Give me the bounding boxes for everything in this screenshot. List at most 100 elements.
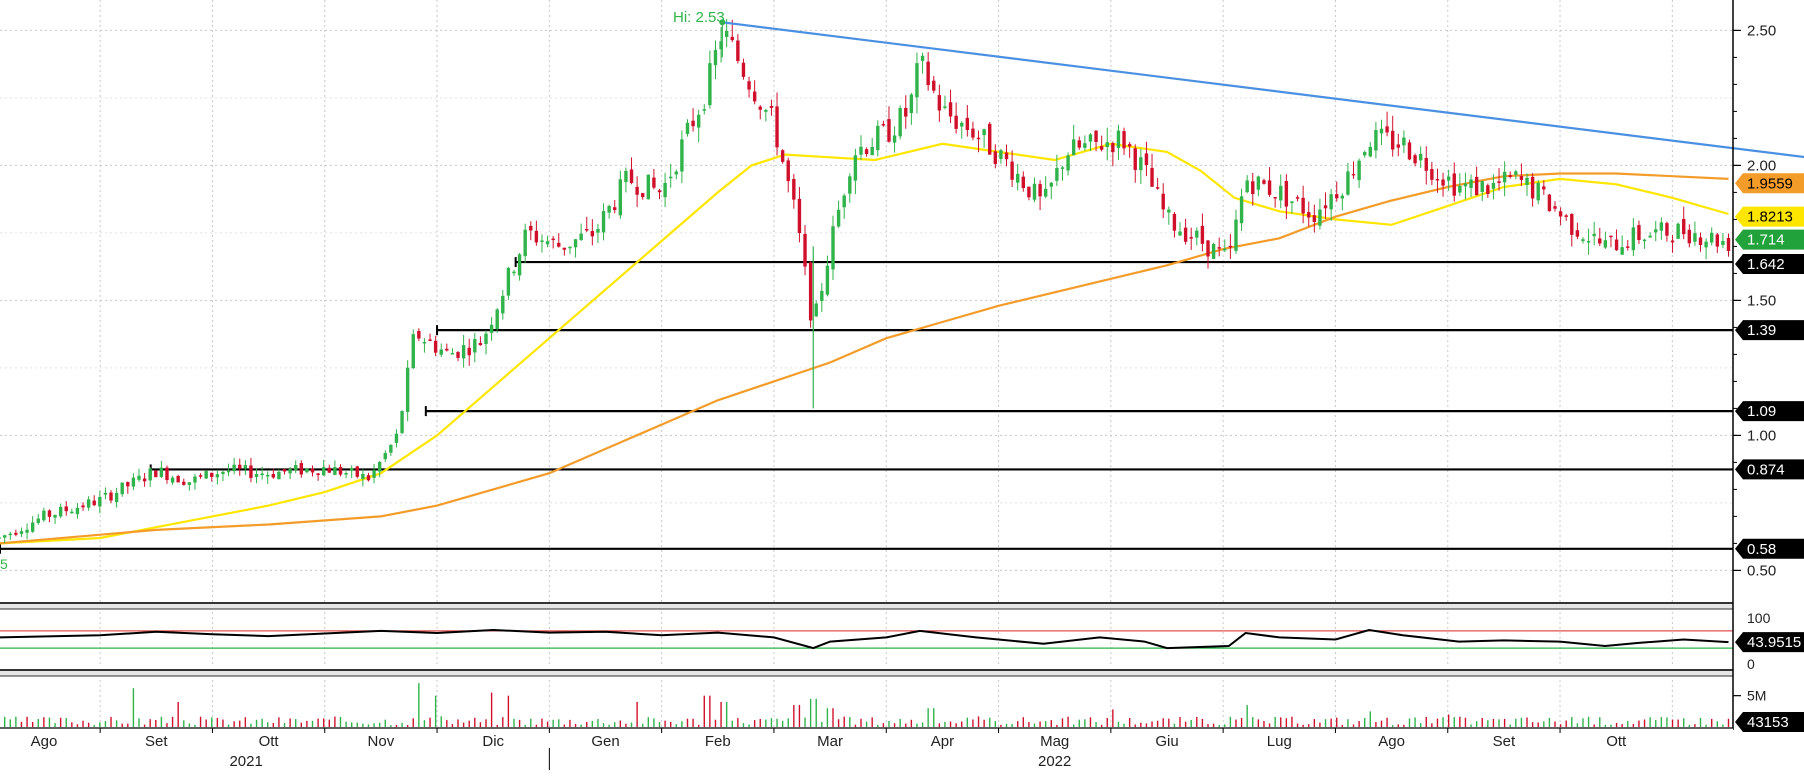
candle-body: [909, 94, 914, 114]
candle-body: [1335, 194, 1339, 199]
candle-body: [1016, 173, 1020, 183]
candle-body: [971, 128, 975, 138]
candle-body: [243, 465, 248, 469]
candle-body: [1301, 197, 1305, 214]
candle-body: [461, 345, 466, 359]
candle-body: [870, 146, 874, 156]
candle-body: [1363, 152, 1367, 156]
candle-body: [842, 195, 846, 208]
candle-body: [433, 340, 438, 353]
candle-body: [529, 225, 533, 231]
candle-body: [892, 135, 897, 143]
candle-body: [1463, 183, 1468, 187]
candle-body: [1514, 171, 1518, 175]
hi-marker: [719, 19, 726, 26]
candle-body: [1038, 184, 1042, 197]
y-tick-label: 2.50: [1747, 22, 1776, 39]
candle-body: [691, 120, 695, 127]
candle-body: [960, 122, 964, 127]
candle-body: [333, 467, 337, 475]
candle-body: [1715, 234, 1720, 247]
candle-body: [618, 179, 623, 216]
candle-body: [1721, 241, 1725, 245]
month-label: Lug: [1267, 733, 1292, 750]
candle-body: [663, 182, 667, 198]
candle-body: [1279, 185, 1283, 201]
volume-value-badge: 43153: [1747, 714, 1789, 731]
candle-body: [1043, 188, 1048, 197]
month-label: Dic: [482, 733, 504, 750]
y-tick-label: 1.00: [1747, 427, 1776, 444]
candle-body: [30, 522, 35, 532]
candle-body: [1396, 144, 1400, 148]
candle-body: [266, 474, 270, 477]
candle-body: [377, 462, 382, 472]
candle-body: [624, 170, 628, 183]
candle-body: [42, 510, 46, 521]
candle-body: [1228, 245, 1233, 248]
candle-body: [808, 262, 813, 321]
month-label: Ago: [31, 733, 58, 750]
candle-body: [836, 209, 841, 227]
candle-body: [848, 176, 852, 194]
candle-body: [864, 149, 869, 155]
candle-body: [1603, 240, 1608, 248]
candle-body: [1704, 241, 1708, 248]
candle-body: [1346, 171, 1350, 195]
candle-body: [288, 468, 292, 474]
candle-body: [445, 348, 449, 351]
candle-body: [792, 178, 796, 200]
candle-body: [411, 334, 415, 369]
candle-body: [568, 246, 572, 249]
candle-body: [741, 62, 746, 77]
resistance-trendline: [722, 21, 1804, 159]
candle-body: [752, 91, 757, 102]
candle-body: [170, 477, 175, 483]
candle-body: [1111, 142, 1115, 153]
candle-body: [19, 531, 24, 534]
candle-body: [501, 295, 505, 314]
candle-body: [557, 242, 561, 247]
candle-body: [1223, 248, 1227, 251]
candle-body: [915, 63, 919, 98]
volume-panel: [3, 683, 1730, 727]
candle-body: [1172, 213, 1177, 231]
candle-body: [993, 151, 998, 164]
candle-body: [904, 107, 908, 117]
candle-body: [383, 453, 387, 460]
candle-body: [249, 465, 253, 478]
candle-body: [696, 114, 701, 128]
candle-body: [321, 467, 326, 476]
candle-body: [294, 464, 298, 471]
candle-body: [1553, 206, 1557, 209]
candle-body: [1183, 227, 1188, 242]
candle-body: [708, 63, 712, 106]
candle-body: [926, 61, 930, 86]
candle-body: [260, 473, 264, 476]
candle-body: [1234, 219, 1238, 251]
candle-body: [109, 492, 113, 501]
candle-body: [1441, 179, 1445, 186]
candle-body: [92, 500, 96, 506]
candle-body: [1284, 180, 1289, 207]
candle-body: [976, 137, 981, 140]
candle-body: [1066, 155, 1070, 171]
candle-body: [1575, 230, 1580, 237]
candle-body: [1452, 173, 1456, 196]
candle-body: [1424, 157, 1428, 171]
candle-body: [545, 241, 550, 245]
candle-body: [271, 474, 276, 478]
candle-body: [853, 155, 858, 181]
candle-body: [920, 55, 925, 61]
candle-body: [579, 233, 583, 240]
candle-body: [1116, 130, 1121, 148]
candle-body: [775, 106, 779, 148]
candle-body: [159, 467, 164, 477]
candle-body: [786, 160, 790, 182]
candle-body: [1351, 173, 1356, 176]
support-value-badge-shape: [1735, 254, 1804, 275]
candle-body: [652, 177, 656, 188]
candle-body: [165, 467, 169, 481]
y-tick-label: 0.50: [1747, 562, 1776, 579]
